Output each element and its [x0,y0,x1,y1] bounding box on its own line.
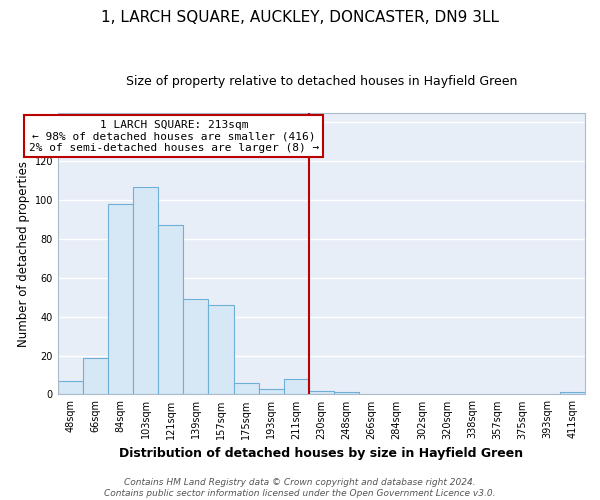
Bar [83,358,108,395]
Text: 1 LARCH SQUARE: 213sqm
← 98% of detached houses are smaller (416)
2% of semi-det: 1 LARCH SQUARE: 213sqm ← 98% of detached… [29,120,319,153]
Bar [334,392,359,394]
Bar [184,300,208,394]
Bar [133,186,158,394]
Bar [208,305,233,394]
Title: Size of property relative to detached houses in Hayfield Green: Size of property relative to detached ho… [126,75,517,88]
Bar [309,390,334,394]
Bar [158,226,184,394]
Bar [259,388,284,394]
Bar [58,381,83,394]
Bar [284,379,309,394]
Text: 1, LARCH SQUARE, AUCKLEY, DONCASTER, DN9 3LL: 1, LARCH SQUARE, AUCKLEY, DONCASTER, DN9… [101,10,499,25]
Bar [108,204,133,394]
Bar [560,392,585,394]
Y-axis label: Number of detached properties: Number of detached properties [17,160,30,346]
X-axis label: Distribution of detached houses by size in Hayfield Green: Distribution of detached houses by size … [119,447,523,460]
Text: Contains HM Land Registry data © Crown copyright and database right 2024.
Contai: Contains HM Land Registry data © Crown c… [104,478,496,498]
Bar [233,383,259,394]
